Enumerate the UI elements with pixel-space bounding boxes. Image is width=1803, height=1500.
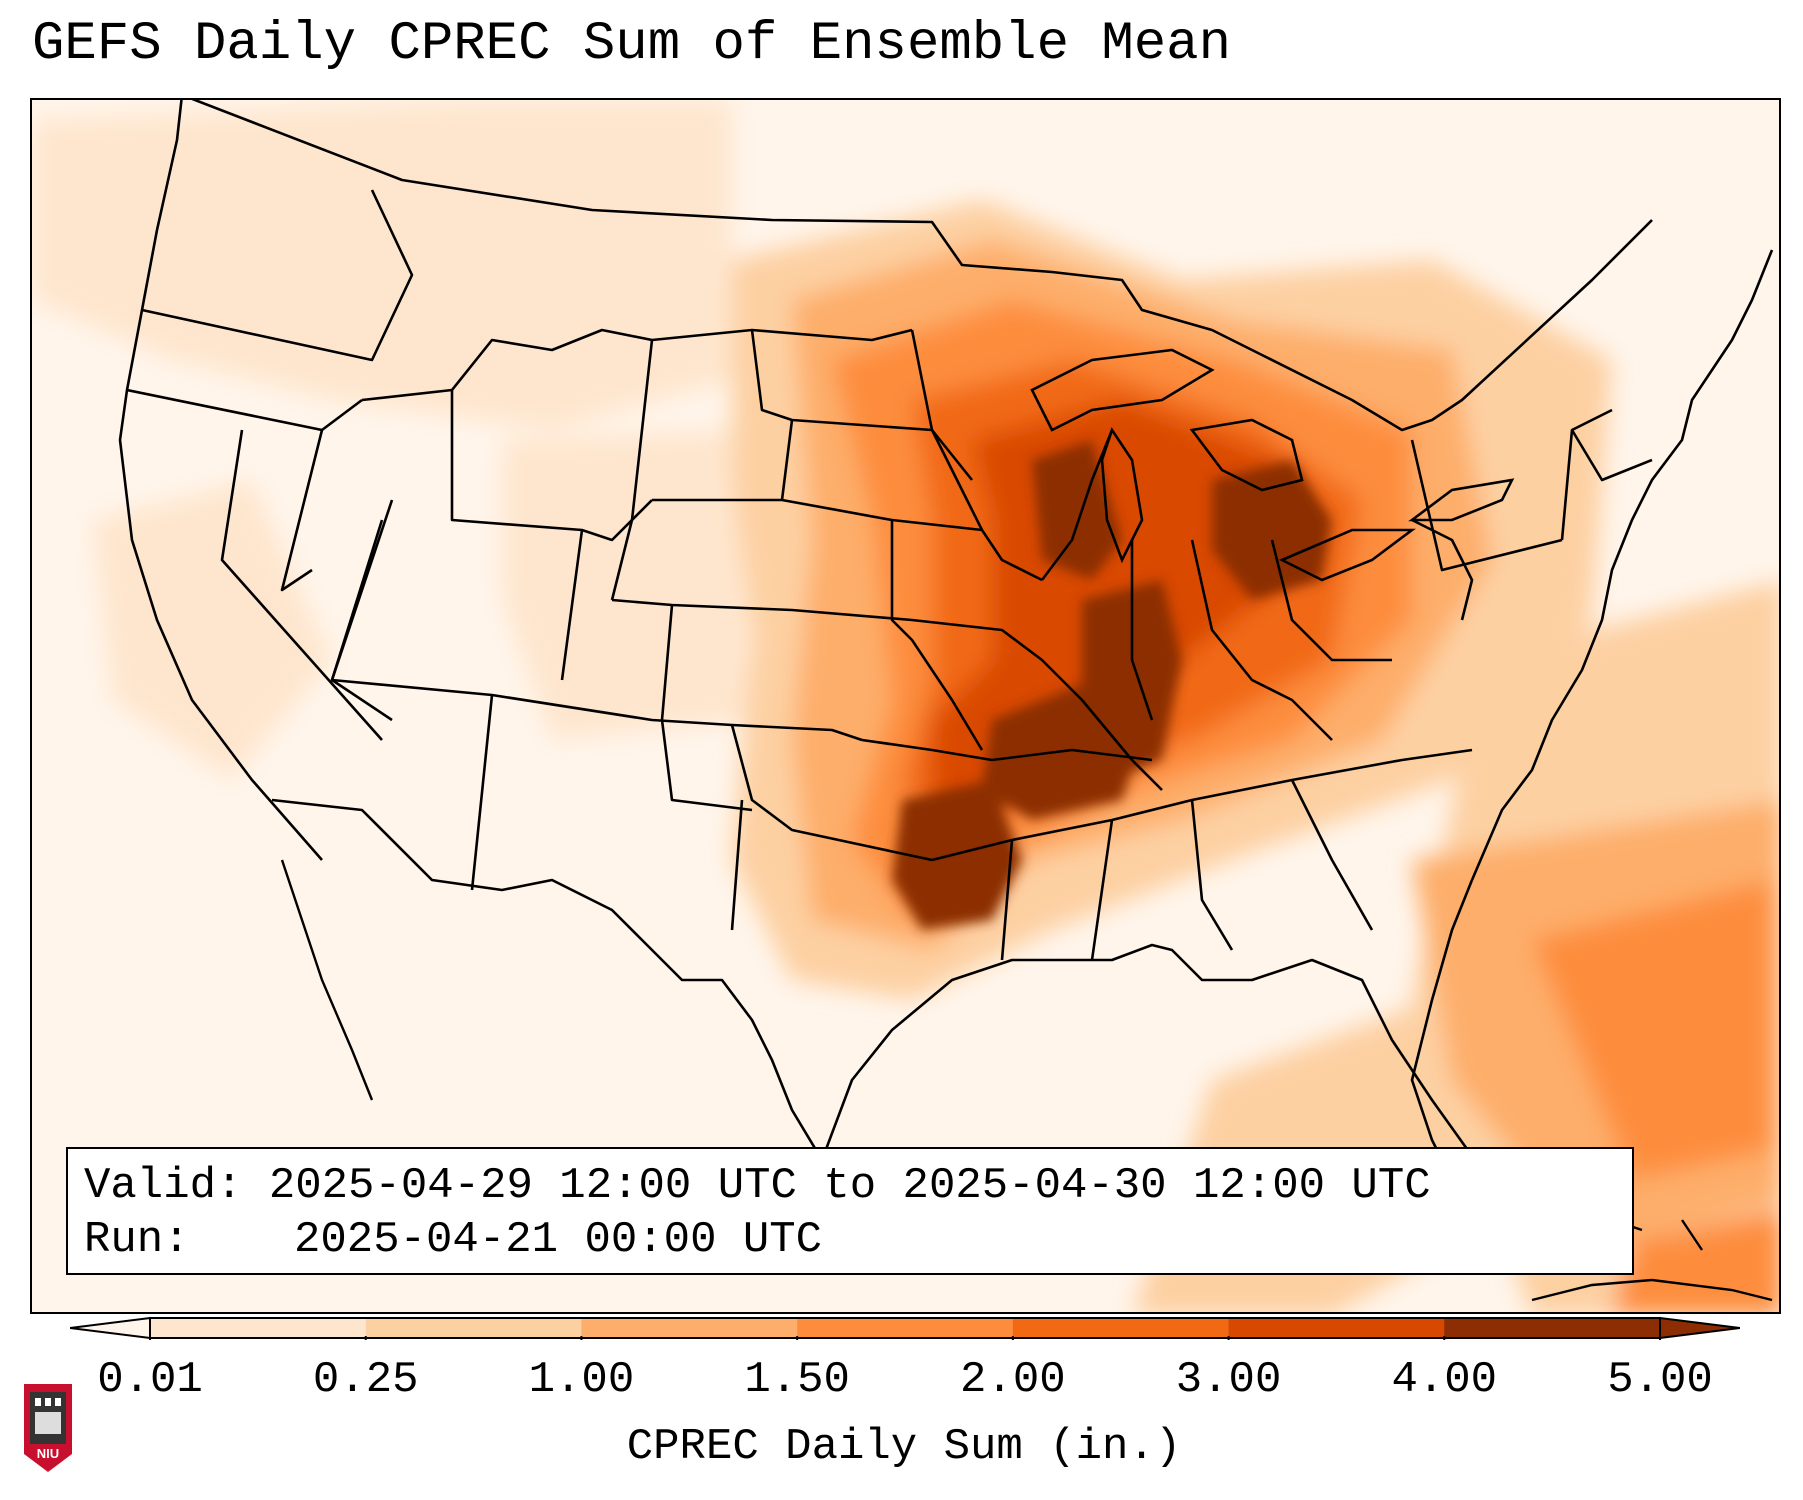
colorbar-tick-label: 0.01: [97, 1355, 203, 1405]
colorbar-extension-high: [1659, 1316, 1740, 1340]
colorbar-segment: [1012, 1318, 1230, 1338]
colorbar-segment: [365, 1318, 582, 1338]
colorbar-tick-label: 3.00: [1175, 1355, 1282, 1405]
colorbar-outline: [149, 1317, 1661, 1339]
colorbar-tick-label: 0.25: [312, 1355, 419, 1405]
colorbar-segment: [1228, 1318, 1445, 1338]
colorbar: [70, 1316, 1740, 1340]
colorbar-extension-low: [70, 1316, 151, 1340]
run-label: Run:: [84, 1215, 190, 1265]
precip-map[interactable]: [30, 98, 1781, 1314]
colorbar-segments: [70, 1316, 1740, 1340]
colorbar-tick-label: 2.00: [960, 1355, 1066, 1405]
colorbar-tick-label: 1.00: [528, 1355, 635, 1405]
colorbar-tick-label: 5.00: [1607, 1355, 1713, 1405]
colorbar-tick-label: 4.00: [1391, 1355, 1498, 1405]
colorbar-tick-label: 1.50: [744, 1355, 850, 1405]
valid-label: Valid:: [84, 1161, 243, 1211]
colorbar-segment: [150, 1318, 367, 1338]
svg-text:NIU: NIU: [37, 1446, 59, 1461]
valid-time-value: 2025-04-29 12:00 UTC to 2025-04-30 12:00…: [268, 1161, 1431, 1211]
great-lakes: [1030, 348, 1515, 582]
valid-run-info-box: Valid: 2025-04-29 12:00 UTC to 2025-04-3…: [66, 1147, 1634, 1275]
run-time-row: Run: 2025-04-21 00:00 UTC: [84, 1213, 1618, 1267]
colorbar-label: CPREC Daily Sum (in.): [626, 1422, 1182, 1472]
precip-shading: [32, 100, 1779, 1312]
niu-logo: NIU: [24, 1384, 72, 1472]
run-time-value: 2025-04-21 00:00 UTC: [294, 1215, 823, 1265]
colorbar-segment: [797, 1318, 1014, 1338]
map-canvas: [32, 100, 1779, 1312]
colorbar-segment: [581, 1318, 798, 1338]
map-title: GEFS Daily CPREC Sum of Ensemble Mean: [32, 14, 1231, 75]
colorbar-segment: [1444, 1318, 1661, 1338]
state-borders: [118, 100, 1774, 1242]
coastlines: [280, 859, 1773, 1302]
valid-time-row: Valid: 2025-04-29 12:00 UTC to 2025-04-3…: [84, 1159, 1618, 1213]
